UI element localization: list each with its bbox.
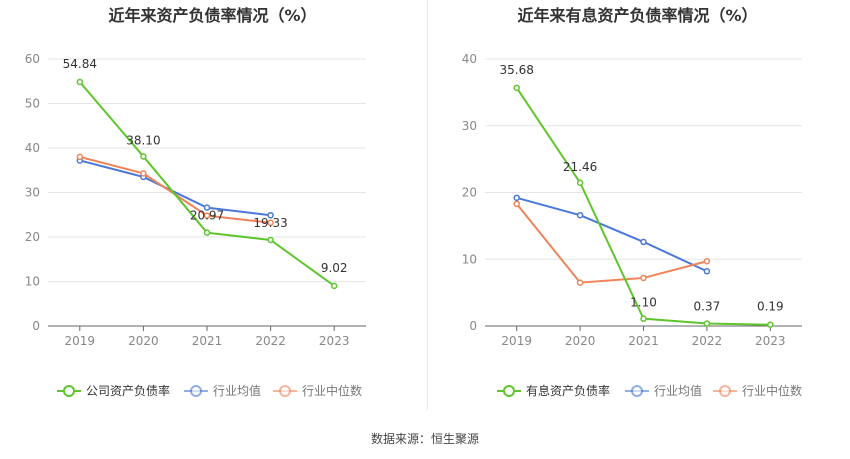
y-tick-label: 60 xyxy=(25,52,40,66)
legend-label: 行业中位数 xyxy=(742,383,802,398)
legend-marker xyxy=(279,385,291,397)
data-label: 35.68 xyxy=(500,63,534,77)
legend-item-1[interactable]: 行业均值 xyxy=(625,383,702,398)
y-tick-label: 30 xyxy=(25,186,40,200)
y-tick-label: 0 xyxy=(469,319,477,333)
series-line-0 xyxy=(79,81,335,287)
x-tick-label: 2019 xyxy=(65,334,96,348)
y-tick-label: 10 xyxy=(25,275,40,289)
series-line-1 xyxy=(516,196,708,273)
data-label: 0.37 xyxy=(694,300,721,314)
y-tick-label: 10 xyxy=(462,252,477,266)
data-label: 9.02 xyxy=(321,261,348,275)
data-source: 数据来源：恒生聚源 xyxy=(370,432,479,446)
data-point xyxy=(703,320,711,327)
x-tick-label: 2022 xyxy=(255,334,286,348)
y-tick-label: 50 xyxy=(25,97,40,111)
legend-marker xyxy=(190,385,202,397)
legend-item-0[interactable]: 公司资产负债率 xyxy=(57,383,170,398)
data-point xyxy=(640,238,647,246)
panel-divider xyxy=(427,0,428,410)
legend-label: 行业均值 xyxy=(213,383,261,398)
data-label: 0.19 xyxy=(757,300,784,314)
data-point xyxy=(330,282,338,290)
data-point xyxy=(140,170,147,177)
data-point xyxy=(513,194,520,202)
data-label: 1.10 xyxy=(630,296,657,310)
data-point xyxy=(513,200,520,208)
data-point xyxy=(576,279,584,286)
series-line-2 xyxy=(515,203,708,284)
x-tick-label: 2020 xyxy=(565,334,596,348)
data-point xyxy=(76,78,84,86)
data-point xyxy=(703,258,711,265)
data-label: 19.33 xyxy=(253,216,287,230)
data-point xyxy=(767,321,774,328)
legend-marker xyxy=(631,385,643,397)
y-tick-label: 30 xyxy=(462,119,477,133)
data-point xyxy=(76,153,84,161)
legend-marker xyxy=(719,385,731,397)
data-point xyxy=(203,212,211,219)
legend-item-1[interactable]: 行业均值 xyxy=(184,383,261,398)
data-point xyxy=(640,274,647,282)
legend-marker xyxy=(63,385,75,397)
series-line-2 xyxy=(79,155,271,224)
data-point xyxy=(576,211,584,219)
data-label: 20.97 xyxy=(190,209,224,223)
data-point xyxy=(267,236,274,244)
legend-label: 行业均值 xyxy=(654,383,702,398)
data-point xyxy=(703,268,711,275)
x-tick-label: 2021 xyxy=(192,334,223,348)
y-tick-label: 20 xyxy=(25,230,40,244)
data-point xyxy=(203,229,211,236)
legend-label: 行业中位数 xyxy=(302,383,362,398)
chart-panel-asset-liability: 近年来资产负债率情况（%） 0 10 20 30 40 50 60 2019 2020 2021 2… xyxy=(0,0,425,410)
x-tick-label: 2020 xyxy=(128,334,159,348)
chart-title: 近年来有息资产负债率情况（%） xyxy=(517,6,758,25)
legend-item-2[interactable]: 行业中位数 xyxy=(713,383,802,398)
data-point xyxy=(140,153,147,160)
data-point xyxy=(267,219,274,227)
data-point xyxy=(640,315,647,322)
line-chart-interest-bearing-liability: 0 10 20 30 40 2019 2020 2021 2022 2023 35.68 21.46 1… xyxy=(462,52,802,398)
y-tick-label: 20 xyxy=(462,186,477,200)
data-point xyxy=(203,204,211,211)
legend-label: 有息资产负债率 xyxy=(526,383,610,398)
legend-item-0[interactable]: 有息资产负债率 xyxy=(497,383,610,398)
data-label: 38.10 xyxy=(126,133,160,147)
x-tick-label: 2021 xyxy=(628,334,659,348)
data-point xyxy=(513,84,520,92)
series-line-1 xyxy=(79,159,271,217)
legend-item-2[interactable]: 行业中位数 xyxy=(273,383,362,398)
x-tick-label: 2019 xyxy=(501,334,532,348)
data-point xyxy=(267,211,274,219)
series-line-0 xyxy=(515,87,771,326)
legend-label: 公司资产负债率 xyxy=(86,383,170,398)
y-tick-label: 40 xyxy=(462,52,477,66)
line-chart-asset-liability: 0 10 20 30 40 50 60 2019 2020 2021 2022 2023 54.84 38… xyxy=(25,52,366,398)
data-label: 54.84 xyxy=(63,57,97,71)
y-tick-label: 0 xyxy=(32,319,40,333)
chart-title: 近年来资产负债率情况（%） xyxy=(108,6,317,25)
chart-panel-interest-bearing-liability: 近年来有息资产负债率情况（%） 0 10 20 30 40 2019 2020 2021 202… xyxy=(425,0,850,410)
legend-marker xyxy=(503,385,515,397)
data-label: 21.46 xyxy=(563,160,597,174)
x-tick-label: 2023 xyxy=(319,334,350,348)
x-tick-label: 2022 xyxy=(692,334,723,348)
y-tick-label: 40 xyxy=(25,141,40,155)
data-point xyxy=(576,179,584,187)
x-tick-label: 2023 xyxy=(755,334,786,348)
